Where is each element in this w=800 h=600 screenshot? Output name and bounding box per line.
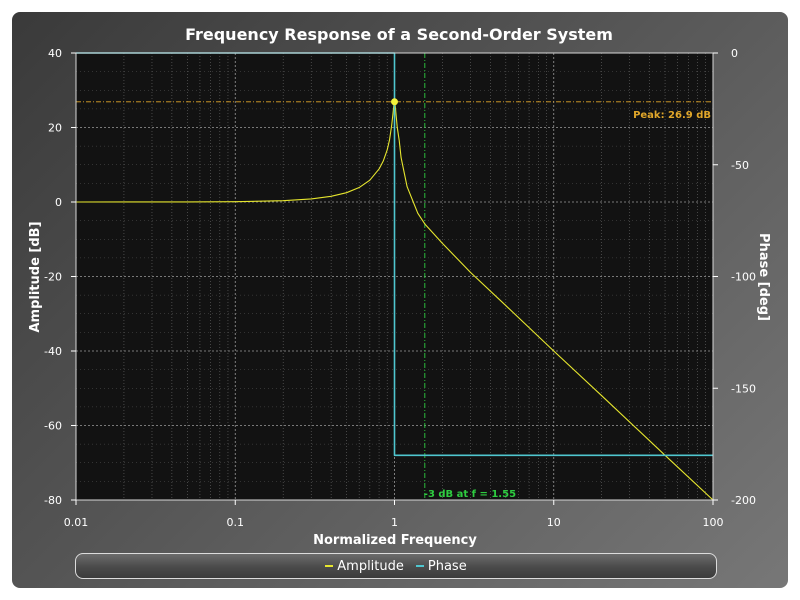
peak-marker [391, 98, 398, 106]
y2-axis-title: Phase [deg] [756, 233, 771, 321]
legend-label-amplitude: Amplitude [337, 558, 404, 574]
y-tick-label: 20 [48, 122, 62, 135]
x-tick-label: 0.1 [227, 516, 245, 529]
y2-tick-label: -200 [731, 494, 756, 507]
legend-item-amplitude: Amplitude [325, 559, 404, 574]
cutoff-label: -3 dB at f = 1.55 [424, 489, 516, 500]
phase-swatch-icon [415, 565, 424, 567]
y-axis-title: Amplitude [dB] [28, 221, 43, 332]
y-tick-label: -60 [44, 420, 62, 433]
y2-tick-label: -100 [731, 271, 756, 284]
peak-label: Peak: 26.9 dB [633, 110, 711, 121]
y-tick-label: 0 [55, 196, 62, 209]
x-tick-label: 1 [391, 516, 398, 529]
y2-tick-label: 0 [731, 47, 738, 60]
x-tick-label: 100 [703, 516, 724, 529]
legend-item-phase: Phase [415, 558, 467, 574]
x-tick-label: 0.01 [64, 516, 89, 529]
x-axis-title: Normalized Frequency [313, 533, 477, 548]
y2-tick-label: -150 [731, 382, 756, 395]
y2-tick-label: -50 [731, 159, 749, 172]
legend-label-phase: Phase [427, 558, 467, 574]
chart-title: Frequency Response of a Second-Order Sys… [185, 25, 613, 44]
legend: Amplitude Phase [75, 553, 717, 579]
y-tick-label: 40 [48, 47, 62, 60]
x-tick-label: 10 [547, 516, 561, 529]
y-tick-label: -40 [44, 345, 62, 358]
axis-ticks: 0.01 0.1 1 10 100 40 20 0 -20 -40 -60 -80 0 -50 -100 -1… [44, 47, 756, 529]
amplitude-swatch-icon [325, 565, 334, 567]
y-tick-label: -20 [44, 271, 62, 284]
y-tick-label: -80 [44, 494, 62, 507]
